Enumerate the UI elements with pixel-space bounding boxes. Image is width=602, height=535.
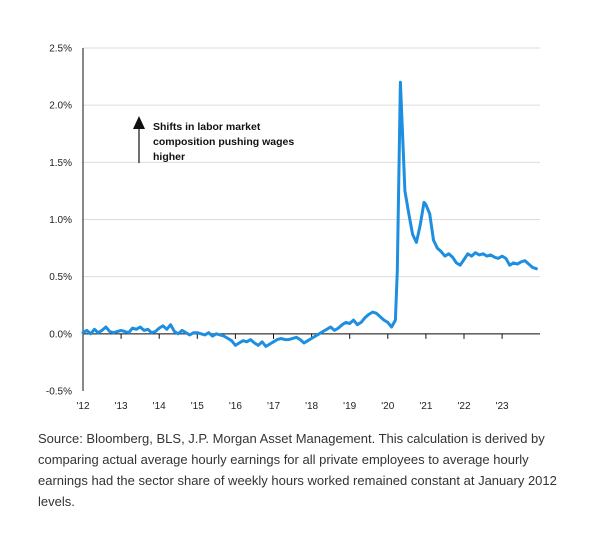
annotation: Shifts in labor market composition pushi…: [133, 116, 294, 163]
x-tick-label: '23: [496, 401, 509, 412]
x-tick-label: '22: [457, 401, 470, 412]
x-tick-label: '12: [76, 401, 89, 412]
line-chart: 2.5%2.0%1.5%1.0%0.5%0.0%-0.5% '12'13'14 '…: [46, 44, 540, 412]
series-line: [81, 80, 538, 348]
y-tick-label: 2.0%: [49, 101, 72, 112]
x-axis-ticks: '12 '13 '14 '15 '16 '17 '18 '19 '20 '21 '22 '23: [76, 333, 509, 412]
x-tick-label: '17: [267, 401, 280, 412]
y-tick-label: 0.0%: [49, 329, 72, 340]
x-tick-label: '18: [305, 401, 318, 412]
y-tick-label: 1.0%: [49, 215, 72, 226]
x-tick-label: '15: [191, 401, 204, 412]
x-tick-label: '13: [115, 401, 128, 412]
annotation-arrow-head: [133, 116, 145, 129]
y-tick-label: 1.5%: [49, 158, 72, 169]
gridlines: [83, 47, 540, 335]
y-tick-label: -0.5%: [46, 387, 72, 398]
annotation-line-3: higher: [153, 151, 185, 163]
x-tick-label: '21: [419, 401, 432, 412]
annotation-line-1: Shifts in labor market: [153, 121, 261, 133]
y-tick-label: 2.5%: [49, 44, 72, 55]
x-tick-label: '16: [229, 401, 242, 412]
annotation-line-2: composition pushing wages: [153, 136, 294, 148]
x-tick-label: '20: [381, 401, 394, 412]
source-note: Source: Bloomberg, BLS, J.P. Morgan Asse…: [38, 431, 557, 509]
x-tick-label: '19: [343, 401, 356, 412]
x-tick-label: '14: [153, 401, 166, 412]
y-tick-label: 0.5%: [49, 272, 72, 283]
y-axis-ticks: 2.5% 2.0% 1.5% 1.0% 0.5% 0.0% -0.5%: [46, 44, 72, 398]
